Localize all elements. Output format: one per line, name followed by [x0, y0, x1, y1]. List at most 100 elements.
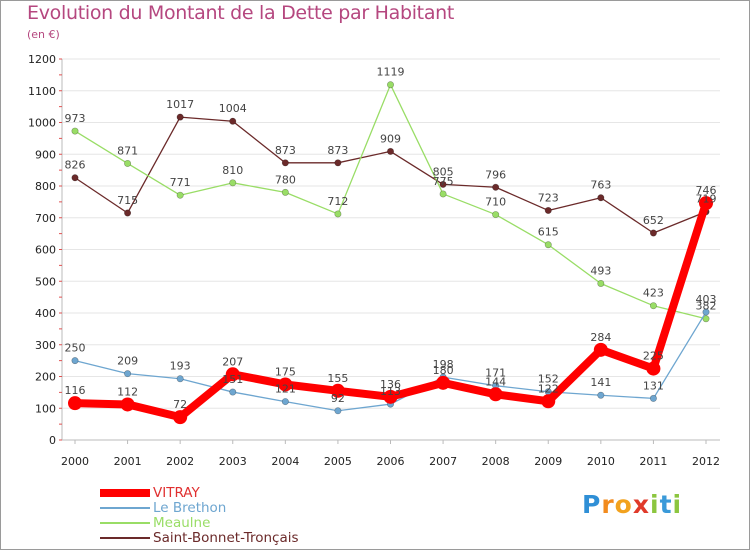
data-label: 136 — [380, 378, 401, 391]
logo-letter: t — [659, 490, 673, 519]
proxiti-logo: Proxiti — [582, 490, 682, 519]
data-label: 403 — [696, 293, 717, 306]
data-label: 112 — [117, 385, 138, 398]
y-tick-label: 600 — [35, 244, 56, 257]
data-point — [597, 391, 605, 399]
data-point — [386, 147, 394, 155]
data-point — [229, 388, 237, 396]
logo-letter: i — [672, 490, 683, 519]
data-point — [439, 180, 447, 188]
data-label: 1004 — [219, 102, 247, 115]
data-label: 775 — [433, 175, 454, 188]
data-point — [386, 81, 394, 89]
data-point — [488, 387, 503, 402]
logo-letter: i — [650, 490, 660, 519]
y-tick-label: 300 — [35, 339, 56, 352]
data-label: 122 — [538, 382, 559, 395]
data-point — [281, 398, 289, 406]
data-point — [492, 183, 500, 191]
data-point — [699, 196, 713, 211]
data-point — [68, 396, 82, 411]
data-label: 746 — [696, 184, 717, 197]
legend-swatch — [100, 522, 150, 524]
data-label: 144 — [485, 375, 506, 388]
data-label: 225 — [643, 350, 664, 363]
data-point — [176, 375, 184, 383]
data-label: 423 — [643, 287, 664, 300]
data-point — [593, 342, 608, 357]
logo-letter: o — [614, 490, 633, 519]
data-label: 873 — [327, 144, 348, 157]
data-point — [597, 194, 605, 202]
data-label: 284 — [590, 331, 611, 344]
data-label: 209 — [117, 355, 138, 368]
data-label: 771 — [170, 176, 191, 189]
data-label: 250 — [65, 342, 86, 355]
data-label: 493 — [590, 264, 611, 277]
logo-letter: x — [632, 490, 650, 519]
data-point — [334, 159, 342, 167]
data-label: 72 — [173, 398, 187, 411]
y-tick-label: 1100 — [28, 85, 56, 98]
x-tick-label: 2008 — [482, 455, 510, 468]
x-tick-label: 2004 — [271, 455, 299, 468]
data-point — [229, 179, 237, 187]
y-tick-label: 100 — [35, 402, 56, 415]
y-tick-label: 800 — [35, 180, 56, 193]
data-point — [439, 190, 447, 198]
logo-letter: r — [601, 490, 615, 519]
data-point — [702, 315, 710, 323]
data-point — [436, 375, 451, 390]
data-point — [544, 206, 552, 214]
data-label: 116 — [65, 384, 86, 397]
x-tick-label: 2010 — [587, 455, 615, 468]
data-label: 175 — [275, 365, 296, 378]
data-label: 973 — [65, 112, 86, 125]
data-label: 382 — [696, 300, 717, 313]
data-label: 121 — [275, 383, 296, 396]
data-point — [173, 410, 188, 425]
legend-label: Meaulne — [153, 515, 211, 531]
data-label: 193 — [170, 360, 191, 373]
data-point — [281, 159, 289, 167]
y-tick-label: 200 — [35, 371, 56, 384]
x-tick-label: 2001 — [114, 455, 142, 468]
data-point — [334, 407, 342, 415]
data-label: 207 — [222, 355, 243, 368]
y-tick-label: 500 — [35, 275, 56, 288]
data-label: 826 — [65, 159, 86, 172]
legend-label: Saint-Bonnet-Tronçais — [153, 530, 299, 546]
data-point — [702, 308, 710, 316]
data-point — [541, 394, 556, 409]
data-point — [544, 241, 552, 249]
data-label: 805 — [433, 165, 454, 178]
x-tick-label: 2007 — [429, 455, 457, 468]
chart-subtitle: (en €) — [27, 28, 60, 41]
data-label: 719 — [696, 193, 717, 206]
data-point — [334, 210, 342, 218]
y-tick-label: 1000 — [28, 117, 56, 130]
data-label: 873 — [275, 144, 296, 157]
data-point — [649, 394, 657, 402]
data-label: 171 — [485, 367, 506, 380]
data-point — [225, 367, 240, 382]
data-label: 810 — [222, 164, 243, 177]
data-label: 780 — [275, 173, 296, 186]
data-point — [124, 159, 132, 167]
data-label: 652 — [643, 214, 664, 227]
data-point — [229, 117, 237, 125]
data-point — [649, 229, 657, 237]
data-label: 198 — [433, 358, 454, 371]
data-label: 151 — [222, 373, 243, 386]
legend-label: VITRAY — [153, 485, 200, 501]
y-tick-label: 900 — [35, 148, 56, 161]
data-point — [71, 174, 79, 182]
data-point — [176, 113, 184, 121]
data-point — [646, 361, 661, 376]
data-label: 155 — [327, 372, 348, 385]
legend-swatch — [100, 489, 150, 497]
legend-swatch — [100, 507, 150, 509]
data-point — [597, 279, 605, 287]
